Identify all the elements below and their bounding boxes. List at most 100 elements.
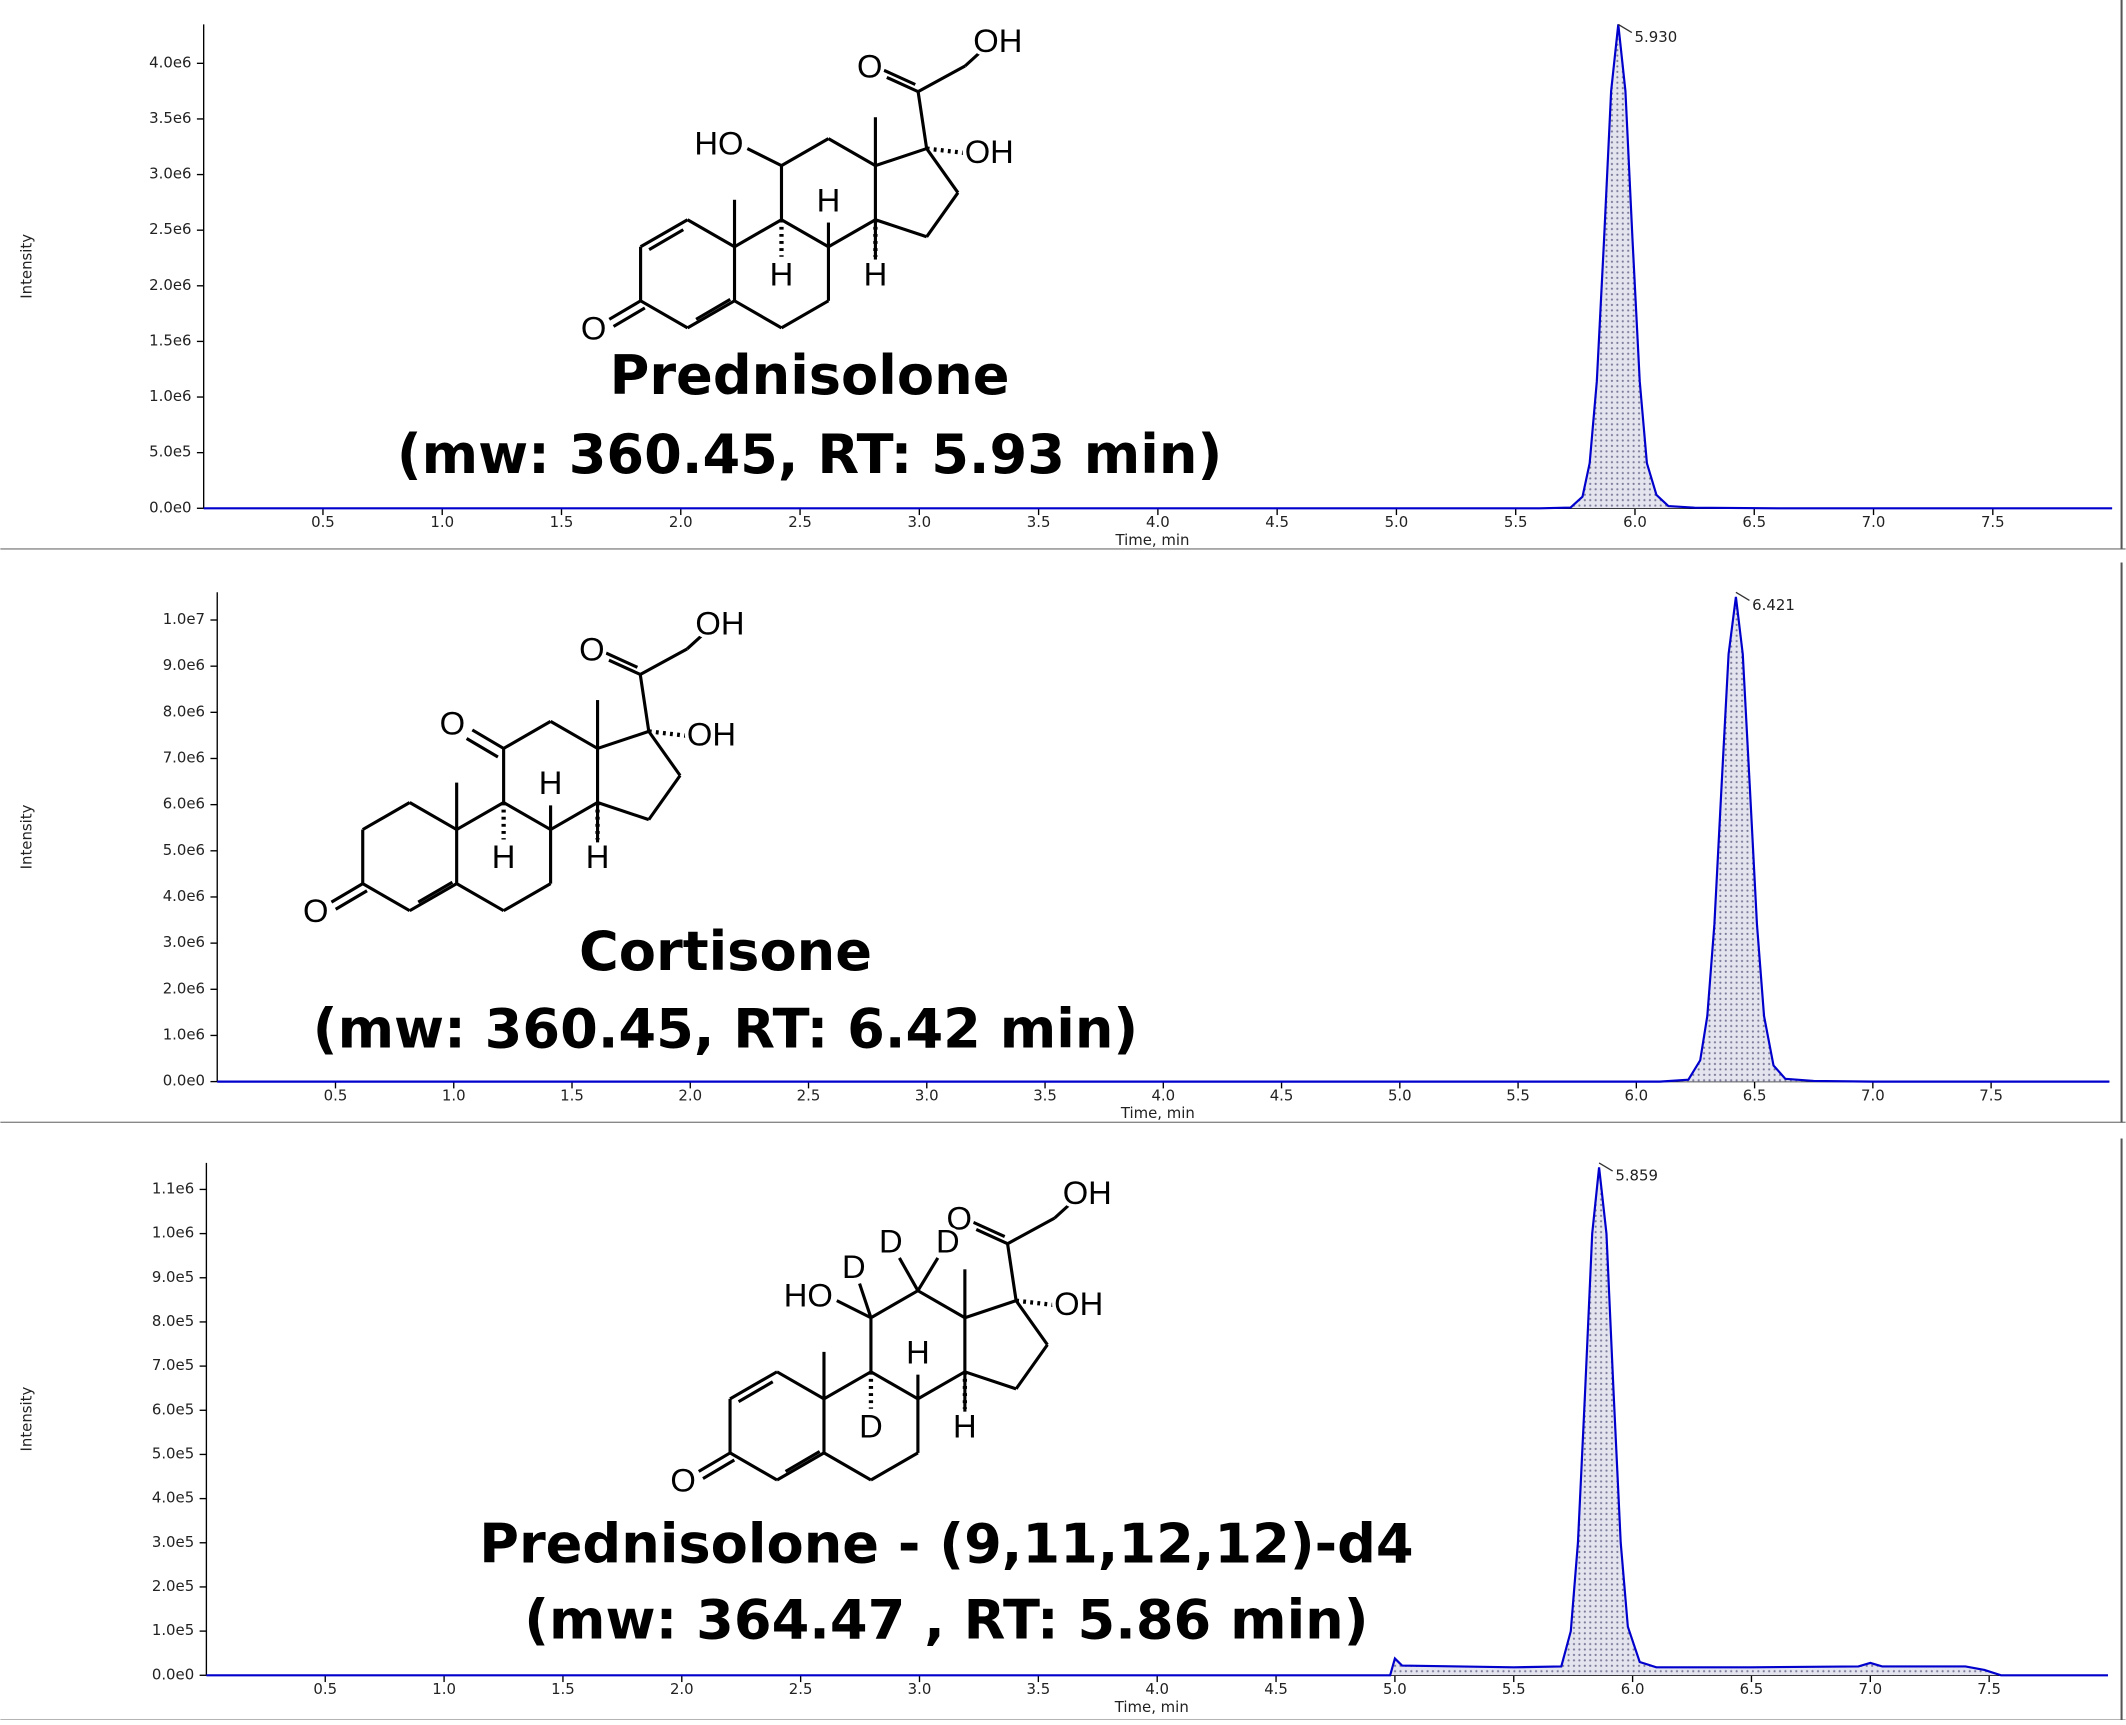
bond bbox=[361, 801, 411, 831]
bond bbox=[702, 1458, 736, 1480]
x-tick-label: 0.5 bbox=[311, 513, 335, 531]
bond bbox=[455, 882, 505, 913]
x-tick-label: 1.5 bbox=[550, 513, 574, 531]
bond bbox=[502, 801, 552, 831]
bond bbox=[925, 147, 960, 194]
bond bbox=[471, 728, 505, 750]
x-tick-label: 1.0 bbox=[430, 513, 454, 531]
x-tick-label: 6.0 bbox=[1621, 1680, 1645, 1698]
bond bbox=[417, 880, 454, 904]
y-tick-label: 1.0e6 bbox=[152, 1224, 194, 1242]
y-tick-label: 4.0e5 bbox=[152, 1489, 194, 1507]
y-tick-label: 2.5e6 bbox=[149, 220, 191, 238]
bond bbox=[639, 218, 689, 249]
y-tick-label: 3.0e6 bbox=[163, 933, 205, 951]
bond bbox=[608, 658, 641, 676]
bond bbox=[737, 1380, 774, 1404]
y-tick-label: 1.5e6 bbox=[149, 331, 191, 349]
atom-label: H bbox=[817, 181, 841, 218]
bond bbox=[780, 299, 830, 330]
y-tick-label: 1.0e7 bbox=[163, 610, 205, 628]
peak-label: 6.421 bbox=[1752, 596, 1795, 614]
bond bbox=[780, 218, 830, 249]
x-tick-label: 7.0 bbox=[1858, 1680, 1882, 1698]
x-tick-label: 6.0 bbox=[1623, 513, 1647, 531]
bond bbox=[361, 882, 411, 913]
atom-label: OH bbox=[1054, 1285, 1103, 1322]
peak-marker bbox=[1735, 591, 1750, 602]
bond bbox=[612, 306, 646, 328]
bond bbox=[925, 191, 960, 238]
bond bbox=[639, 299, 689, 330]
bond bbox=[597, 801, 650, 822]
x-tick-label: 1.5 bbox=[551, 1680, 575, 1698]
compound-info: (mw: 364.47 , RT: 5.86 min) bbox=[524, 1588, 1368, 1651]
peak-marker bbox=[1598, 1162, 1613, 1172]
x-tick-label: 6.5 bbox=[1742, 513, 1766, 531]
x-tick-label: 3.5 bbox=[1027, 1680, 1051, 1698]
y-tick-label: 2.0e6 bbox=[163, 979, 205, 997]
bond bbox=[870, 1370, 919, 1401]
atom-label: O bbox=[670, 1461, 695, 1498]
compound-name: Prednisolone bbox=[610, 344, 1010, 407]
atom-label: D bbox=[936, 1222, 960, 1259]
hashed-bond bbox=[1015, 1298, 1054, 1308]
x-tick-label: 7.5 bbox=[1977, 1680, 2001, 1698]
x-tick-label: 5.5 bbox=[1502, 1680, 1526, 1698]
y-tick-label: 7.0e5 bbox=[152, 1356, 194, 1374]
bond bbox=[858, 1283, 873, 1319]
x-tick-label: 3.5 bbox=[1033, 1087, 1057, 1105]
peak-label: 5.930 bbox=[1635, 28, 1678, 46]
atom-label: OH bbox=[973, 22, 1022, 59]
y-tick-label: 5.0e6 bbox=[163, 841, 205, 859]
bond bbox=[549, 801, 599, 831]
y-tick-label: 0.0e0 bbox=[152, 1665, 194, 1683]
atom-label: H bbox=[770, 255, 794, 292]
x-tick-label: 5.5 bbox=[1506, 1087, 1530, 1105]
y-tick-label: 6.0e6 bbox=[163, 795, 205, 813]
bond bbox=[917, 64, 966, 93]
y-tick-label: 2.0e6 bbox=[149, 276, 191, 294]
x-tick-label: 3.0 bbox=[907, 513, 931, 531]
x-tick-label: 5.0 bbox=[1388, 1087, 1412, 1105]
atom-label: H bbox=[864, 255, 888, 292]
bond bbox=[334, 889, 368, 911]
bond bbox=[964, 1299, 1017, 1320]
y-tick-label: 0.0e0 bbox=[163, 1072, 205, 1090]
bond bbox=[870, 1451, 919, 1482]
bond bbox=[638, 674, 651, 732]
bond bbox=[746, 147, 783, 168]
chromatogram-trace bbox=[203, 24, 2113, 510]
bond bbox=[883, 68, 916, 86]
x-tick-label: 7.5 bbox=[1981, 513, 2005, 531]
atom-label: OH bbox=[965, 133, 1014, 170]
x-tick-label: 2.0 bbox=[669, 513, 693, 531]
bond bbox=[898, 1257, 920, 1292]
x-tick-label: 6.5 bbox=[1743, 1087, 1767, 1105]
bond bbox=[697, 1451, 731, 1473]
y-tick-label: 5.0e5 bbox=[152, 1444, 194, 1462]
y-tick-label: 4.0e6 bbox=[163, 887, 205, 905]
bond bbox=[964, 50, 982, 68]
compound-info: (mw: 360.45, RT: 6.42 min) bbox=[313, 997, 1138, 1060]
x-tick-label: 2.0 bbox=[670, 1680, 694, 1698]
x-tick-label: 2.5 bbox=[788, 513, 812, 531]
y-tick-label: 6.0e5 bbox=[152, 1400, 194, 1418]
bond bbox=[916, 91, 929, 149]
bond bbox=[686, 633, 704, 650]
x-axis-label: Time, min bbox=[1120, 1104, 1195, 1122]
atom-label: O bbox=[946, 1200, 971, 1237]
bond bbox=[1053, 1202, 1072, 1220]
bond bbox=[455, 801, 505, 831]
bond bbox=[605, 651, 639, 669]
x-tick-label: 2.5 bbox=[797, 1087, 821, 1105]
y-tick-label: 8.0e5 bbox=[152, 1312, 194, 1330]
bond bbox=[874, 218, 928, 239]
bond bbox=[823, 1370, 872, 1401]
atom-label: D bbox=[859, 1407, 883, 1444]
x-axis-label: Time, min bbox=[1114, 1698, 1189, 1716]
bond bbox=[836, 1299, 872, 1320]
y-tick-label: 2.0e5 bbox=[152, 1577, 194, 1595]
